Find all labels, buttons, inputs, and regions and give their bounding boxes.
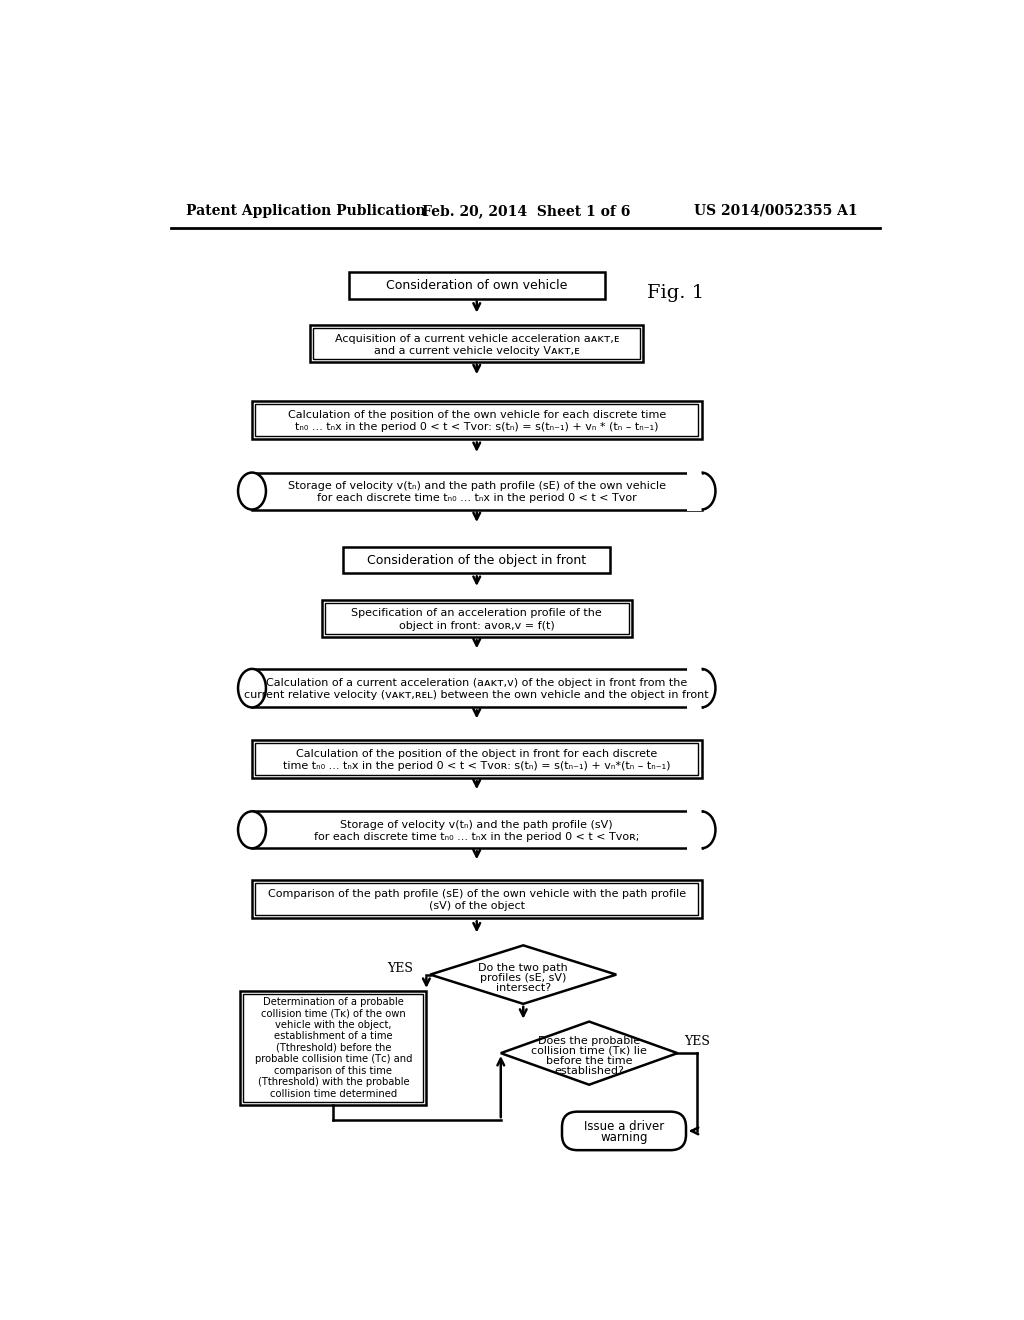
Bar [255, 404, 698, 437]
Text: collision time (Tᴋ) of the own: collision time (Tᴋ) of the own [261, 1008, 406, 1018]
Bar [244, 994, 423, 1102]
Text: Issue a driver: Issue a driver [584, 1119, 665, 1133]
Text: object in front: aᴠᴏʀ,ᴠ = f(t): object in front: aᴠᴏʀ,ᴠ = f(t) [399, 620, 555, 631]
Text: Storage of velocity v(tₙ) and the path profile (sV): Storage of velocity v(tₙ) and the path p… [340, 820, 613, 830]
Text: Does the probable: Does the probable [538, 1036, 640, 1045]
Text: collision time (Tᴋ) lie: collision time (Tᴋ) lie [531, 1045, 647, 1056]
Text: (sV) of the object: (sV) of the object [429, 902, 524, 911]
Text: Calculation of the position of the own vehicle for each discrete time: Calculation of the position of the own v… [288, 409, 666, 420]
Bar [343, 548, 610, 573]
Text: Calculation of a current acceleration (aᴀᴋᴛ,ᴠ) of the object in front from the: Calculation of a current acceleration (a… [266, 677, 687, 688]
Bar [252, 812, 701, 849]
Ellipse shape [238, 669, 266, 708]
Bar [255, 883, 698, 915]
Text: tₙ₀ ... tₙx in the period 0 < t < Tvor: s(tₙ) = s(tₙ₋₁) + vₙ * (tₙ – tₙ₋₁): tₙ₀ ... tₙx in the period 0 < t < Tvor: … [295, 422, 658, 432]
Text: (Tthreshold) with the probable: (Tthreshold) with the probable [258, 1077, 410, 1088]
Text: vehicle with the object,: vehicle with the object, [275, 1019, 391, 1030]
Text: collision time determined: collision time determined [269, 1089, 397, 1100]
Bar [687, 668, 702, 709]
Polygon shape [501, 1022, 678, 1085]
FancyBboxPatch shape [562, 1111, 686, 1150]
Bar [687, 810, 702, 850]
Text: Do the two path: Do the two path [478, 964, 568, 973]
Bar [349, 272, 604, 298]
Text: probable collision time (Tᴄ) and: probable collision time (Tᴄ) and [255, 1055, 412, 1064]
Text: YES: YES [388, 962, 414, 975]
Text: established?: established? [554, 1065, 624, 1076]
Text: Consideration of own vehicle: Consideration of own vehicle [386, 279, 567, 292]
Text: Patent Application Publication: Patent Application Publication [186, 203, 426, 218]
Text: for each discrete time tₙ₀ ... tₙx in the period 0 < t < Tvor: for each discrete time tₙ₀ ... tₙx in th… [316, 492, 637, 503]
Bar [252, 880, 701, 919]
Bar [687, 471, 702, 511]
Text: Calculation of the position of the object in front for each discrete: Calculation of the position of the objec… [296, 748, 657, 759]
Bar [325, 603, 629, 635]
Bar [252, 739, 701, 779]
Text: Specification of an acceleration profile of the: Specification of an acceleration profile… [351, 609, 602, 619]
Text: warning: warning [600, 1131, 648, 1144]
Text: profiles (sE, sV): profiles (sE, sV) [480, 973, 566, 983]
Text: and a current vehicle velocity Vᴀᴋᴛ,ᴇ: and a current vehicle velocity Vᴀᴋᴛ,ᴇ [374, 346, 580, 356]
Text: Storage of velocity v(tₙ) and the path profile (sE) of the own vehicle: Storage of velocity v(tₙ) and the path p… [288, 482, 666, 491]
Text: (Tthreshold) before the: (Tthreshold) before the [275, 1043, 391, 1053]
Text: current relative velocity (vᴀᴋᴛ,ʀᴇʟ) between the own vehicle and the object in f: current relative velocity (vᴀᴋᴛ,ʀᴇʟ) bet… [245, 690, 709, 700]
Bar [310, 325, 643, 362]
Bar [322, 601, 632, 638]
Bar [313, 327, 640, 359]
Text: YES: YES [684, 1035, 710, 1048]
Text: intersect?: intersect? [496, 983, 551, 994]
Text: US 2014/0052355 A1: US 2014/0052355 A1 [693, 203, 857, 218]
Bar [252, 473, 701, 510]
Text: establishment of a time: establishment of a time [274, 1031, 392, 1041]
Text: comparison of this time: comparison of this time [274, 1065, 392, 1076]
Text: Consideration of the object in front: Consideration of the object in front [368, 554, 587, 566]
Bar [241, 991, 426, 1105]
Text: Acquisition of a current vehicle acceleration aᴀᴋᴛ,ᴇ: Acquisition of a current vehicle acceler… [335, 334, 618, 343]
Text: Comparison of the path profile (sE) of the own vehicle with the path profile: Comparison of the path profile (sE) of t… [267, 888, 686, 899]
Text: Feb. 20, 2014  Sheet 1 of 6: Feb. 20, 2014 Sheet 1 of 6 [423, 203, 631, 218]
Text: for each discrete time tₙ₀ ... tₙx in the period 0 < t < Tᴠᴏʀ;: for each discrete time tₙ₀ ... tₙx in th… [314, 832, 639, 842]
Bar [252, 401, 701, 440]
Bar [252, 669, 701, 708]
Ellipse shape [238, 812, 266, 849]
Bar [255, 743, 698, 775]
Polygon shape [430, 945, 616, 1003]
Ellipse shape [238, 473, 266, 510]
Text: Determination of a probable: Determination of a probable [263, 997, 403, 1007]
Text: time tₙ₀ ... tₙx in the period 0 < t < Tᴠᴏʀ: s(tₙ) = s(tₙ₋₁) + vₙ*(tₙ – tₙ₋₁): time tₙ₀ ... tₙx in the period 0 < t < T… [283, 760, 671, 771]
Text: Fig. 1: Fig. 1 [647, 284, 705, 302]
Text: before the time: before the time [546, 1056, 633, 1065]
